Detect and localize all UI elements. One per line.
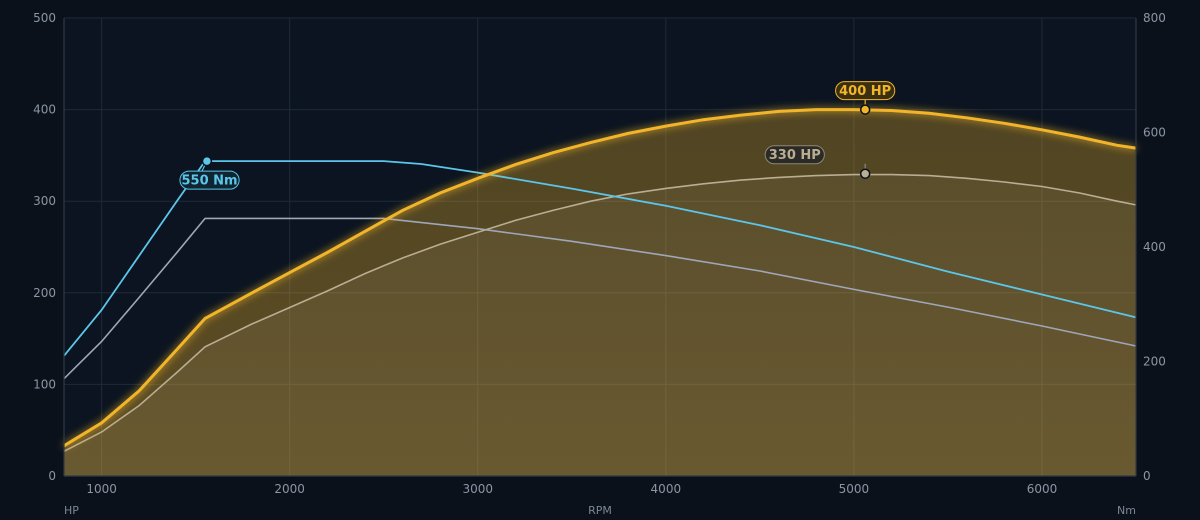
x-tick-label: 1000 — [86, 482, 117, 496]
annotation-point — [859, 104, 871, 115]
y-right-tick-label: 600 — [1143, 126, 1166, 140]
tuned-hp-line — [63, 108, 1137, 448]
y-left-tick-label: 0 — [48, 469, 56, 483]
y-left-tick-label: 100 — [33, 377, 56, 391]
x-tick-label: 5000 — [839, 482, 870, 496]
y-left-tick-label: 300 — [33, 194, 56, 208]
x-tick-label: 4000 — [651, 482, 682, 496]
axes: 1000 2000 3000 4000 5000 60000100200300400500… — [33, 11, 1166, 496]
stock-torque-line — [63, 217, 1137, 380]
x-tick-label: 3000 — [462, 482, 493, 496]
annotation-badge — [835, 81, 896, 101]
annotation-label: 400 HP — [839, 84, 891, 99]
tuned-torque-line — [63, 160, 1137, 357]
x-axis-title: RPM — [588, 504, 612, 517]
y-left-tick-label: 400 — [33, 103, 56, 117]
annotation-point — [201, 155, 213, 167]
y-left-axis-title: HP — [64, 504, 79, 517]
y-right-tick-label: 400 — [1143, 240, 1166, 254]
stock-hp-line — [63, 173, 1137, 453]
annotation-badge — [179, 170, 240, 190]
x-tick-label: 6000 — [1027, 482, 1058, 496]
y-left-tick-label: 200 — [33, 286, 56, 300]
x-tick-label: 2000 — [274, 482, 305, 496]
y-right-tick-label: 0 — [1143, 469, 1151, 483]
annotation-badge — [764, 145, 825, 165]
y-right-axis-title: Nm — [1117, 504, 1136, 517]
series-lines — [63, 108, 1137, 453]
annotation-point — [859, 168, 871, 179]
y-right-tick-label: 200 — [1143, 355, 1166, 369]
annotation-label: 550 Nm — [181, 174, 237, 189]
y-left-tick-label: 500 — [33, 11, 56, 25]
y-right-tick-label: 800 — [1143, 11, 1166, 25]
annotation-label: 330 HP — [769, 148, 821, 163]
annotations: 400 HP 330 HP 550 Nm — [179, 81, 896, 190]
